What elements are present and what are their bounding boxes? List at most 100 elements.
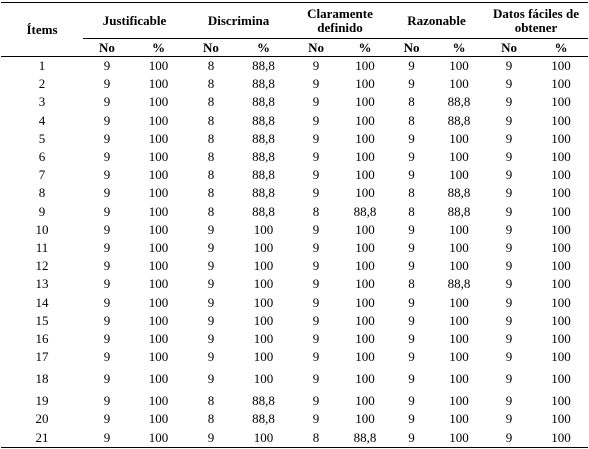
cell: 9: [505, 239, 513, 255]
cell: 8: [207, 130, 215, 146]
cell: 9: [505, 185, 513, 201]
cell: 9: [408, 58, 415, 74]
cell: 100: [355, 371, 375, 387]
cell: 100: [551, 221, 571, 237]
group-header: Discrimina: [186, 2, 292, 39]
item-cell: 12: [35, 258, 49, 274]
cell: 9: [505, 76, 513, 92]
cell: 9: [389, 428, 435, 448]
item-cell: 15: [35, 312, 49, 328]
cell: 9: [103, 294, 111, 310]
cell: 9: [312, 276, 320, 292]
row: 2 9 100 8 88,8 9 100 9 100 9 100: [1, 75, 588, 93]
cell: 9: [312, 167, 320, 183]
cell: 100: [551, 393, 571, 409]
cell: 9: [312, 149, 320, 165]
cell: 9: [312, 130, 320, 146]
cell: 9: [505, 167, 513, 183]
item-cell: 5: [38, 130, 46, 146]
cell: 100: [449, 130, 469, 146]
cell: 88,8: [353, 203, 377, 219]
subheader: %: [131, 38, 186, 57]
cell: 9: [103, 276, 111, 292]
cell: 100: [355, 393, 375, 409]
cell: 100: [355, 149, 375, 165]
cell: 8: [207, 94, 215, 110]
cell: 88,8: [447, 112, 471, 128]
cell: 100: [148, 149, 169, 165]
cell: 100: [148, 203, 169, 219]
cell: 100: [551, 167, 571, 183]
cell: 9: [312, 258, 320, 274]
row: 14 9 100 9 100 9 100 9 100 9 100: [1, 293, 588, 311]
cell: 9: [408, 349, 415, 365]
cell: 100: [253, 221, 274, 237]
cell: 100: [434, 428, 485, 448]
row: 18 9 100 9 100 9 100 9 100 9 100: [1, 366, 588, 392]
row: 3 9 100 8 88,8 9 100 8 88,8 9 100: [1, 93, 588, 111]
cell: 100: [355, 349, 375, 365]
cell: 9: [505, 349, 513, 365]
row: 17 9 100 9 100 9 100 9 100 9 100: [1, 348, 588, 366]
cell: 100: [355, 167, 375, 183]
cell: 9: [312, 76, 320, 92]
cell: 9: [103, 130, 111, 146]
cell: 9: [103, 330, 111, 346]
subheader: No: [389, 38, 435, 57]
cell: 100: [449, 312, 469, 328]
cell: 100: [355, 411, 375, 427]
cell: 88,8: [252, 130, 275, 146]
cell: 9: [484, 428, 535, 448]
cell: 8: [207, 76, 215, 92]
cell: 9: [103, 112, 111, 128]
group-header: Claramente definido: [291, 2, 390, 39]
subheader: No: [83, 38, 131, 57]
cell: 8: [408, 276, 415, 292]
cell: 100: [355, 185, 375, 201]
item-cell: 18: [35, 371, 49, 387]
cell: 9: [207, 312, 215, 328]
cell: 88,8: [252, 203, 275, 219]
row: 10 9 100 9 100 9 100 9 100 9 100: [1, 221, 588, 239]
cell: 100: [148, 167, 169, 183]
cell: 100: [148, 221, 169, 237]
cell: 9: [505, 58, 513, 74]
cell: 8: [207, 149, 215, 165]
cell: 9: [83, 428, 131, 448]
table-body: 1 9 100 8 88,8 9 100 9 100 9 100 2 9 100 8 88,8 9 100 9 100…: [1, 57, 589, 448]
cell: 100: [449, 239, 469, 255]
cell: 100: [551, 349, 571, 365]
cell: 100: [449, 330, 469, 346]
cell: 100: [449, 294, 469, 310]
cell: 100: [148, 258, 169, 274]
cell: 8: [207, 411, 215, 427]
cell: 9: [312, 371, 320, 387]
cell: 100: [253, 294, 274, 310]
cell: 100: [551, 58, 571, 74]
item-cell: 2: [38, 76, 46, 92]
cell: 8: [207, 167, 215, 183]
cell: 100: [534, 428, 589, 448]
cell: 88,8: [447, 185, 471, 201]
cell: 88,8: [252, 185, 275, 201]
cell: 100: [148, 312, 169, 328]
cell: 88,8: [252, 167, 275, 183]
cell: 9: [103, 167, 111, 183]
cell: 9: [312, 393, 320, 409]
header-row: Ítems Justificable Discrimina Claramente d…: [1, 2, 589, 57]
cell: 8: [408, 112, 415, 128]
cell: 100: [551, 112, 571, 128]
cell: 9: [408, 371, 415, 387]
cell: 100: [148, 185, 169, 201]
cell: 100: [551, 312, 571, 328]
item-cell: 4: [38, 112, 46, 128]
cell: 9: [505, 203, 513, 219]
cell: 100: [148, 330, 169, 346]
cell: 100: [449, 349, 469, 365]
subheader: No: [484, 38, 535, 57]
cell: 9: [408, 411, 415, 427]
cell: 9: [312, 411, 320, 427]
item-cell: 8: [38, 185, 46, 201]
